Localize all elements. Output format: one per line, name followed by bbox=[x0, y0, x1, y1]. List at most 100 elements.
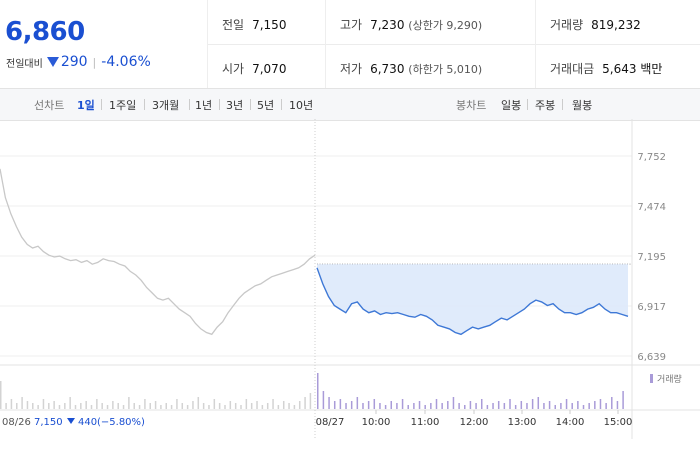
x-tick-label: 15:00 bbox=[604, 417, 633, 428]
tab-daily-candle[interactable]: 일봉 bbox=[501, 99, 522, 112]
tab-5year[interactable]: 5년 bbox=[257, 99, 275, 112]
volume-bar bbox=[5, 403, 7, 409]
volume-bar bbox=[390, 401, 393, 409]
tab-1week[interactable]: 1주일 bbox=[109, 99, 137, 112]
tab-weekly-candle[interactable]: 주봉 bbox=[535, 99, 556, 112]
down-triangle-icon bbox=[46, 57, 59, 67]
volume-bar bbox=[441, 403, 443, 409]
trade-value: 거래대금 5,643 백만 bbox=[550, 60, 662, 77]
info-col-2: 고가 7,230 (상한가 9,290) 저가 6,730 (하한가 5,010) bbox=[325, 0, 536, 88]
volume-bar bbox=[531, 399, 534, 409]
volume-bar bbox=[548, 401, 551, 409]
change-label: 전일대비 bbox=[6, 58, 43, 70]
volume-bar bbox=[165, 403, 168, 409]
footer-prev-date: 08/26 bbox=[2, 417, 31, 428]
volume-bar bbox=[10, 399, 13, 409]
volume-bar bbox=[250, 403, 253, 409]
volume-bar bbox=[133, 403, 135, 409]
volume-bar bbox=[240, 405, 242, 409]
volume-bar bbox=[218, 403, 221, 409]
volume-bar bbox=[526, 403, 528, 409]
volume-bar bbox=[565, 399, 568, 409]
footer-prev-pct: (−5.80%) bbox=[97, 417, 145, 428]
low-label: 저가 bbox=[340, 62, 363, 76]
tab-3month[interactable]: 3개월 bbox=[152, 99, 180, 112]
volume-bar bbox=[407, 405, 409, 409]
info-divider bbox=[207, 44, 700, 45]
x-tick-label: 12:00 bbox=[460, 417, 489, 428]
high-price: 고가 7,230 (상한가 9,290) bbox=[340, 16, 482, 33]
tab-separator bbox=[250, 99, 251, 110]
prev-close-value: 7,150 bbox=[252, 18, 287, 32]
change-value: 290 bbox=[60, 54, 88, 70]
price-fill-area bbox=[317, 264, 628, 335]
tab-separator bbox=[144, 99, 145, 110]
volume-bar bbox=[48, 403, 50, 409]
volume-bar bbox=[475, 403, 477, 409]
tab-1day[interactable]: 1일 bbox=[77, 99, 95, 112]
volume-bar bbox=[106, 405, 109, 409]
tab-1year[interactable]: 1년 bbox=[195, 99, 213, 112]
volume-bar bbox=[90, 405, 93, 409]
tab-separator bbox=[281, 99, 282, 110]
volume-bar bbox=[480, 399, 483, 409]
x-tick-label: 11:00 bbox=[411, 417, 440, 428]
volume-bar bbox=[322, 391, 325, 409]
low-price: 저가 6,730 (하한가 5,010) bbox=[340, 60, 482, 77]
volume-bar bbox=[582, 405, 585, 409]
volume-legend-swatch bbox=[650, 374, 653, 383]
volume-bar bbox=[42, 399, 45, 409]
volume-bar bbox=[112, 401, 114, 409]
volume-bar bbox=[181, 403, 184, 409]
x-axis: 08/27 10:00 11:00 12:00 13:00 14:00 15:00 08/26… bbox=[2, 410, 632, 428]
volume-bar bbox=[128, 397, 130, 409]
volume-bar bbox=[74, 405, 77, 409]
volume: 거래량 819,232 bbox=[550, 16, 641, 33]
change-percent: -4.06% bbox=[101, 54, 151, 70]
volume-bar bbox=[616, 401, 619, 409]
trade-value-label: 거래대금 bbox=[550, 62, 595, 76]
open-value: 7,070 bbox=[252, 62, 287, 76]
volume-bar bbox=[266, 403, 269, 409]
volume-bar bbox=[309, 393, 312, 409]
volume-bar bbox=[53, 401, 55, 409]
x-tick-label: 08/27 bbox=[316, 417, 345, 428]
tab-10year[interactable]: 10년 bbox=[289, 99, 314, 112]
volume-bar bbox=[256, 401, 258, 409]
volume-bar bbox=[272, 399, 274, 409]
volume-bar bbox=[202, 403, 205, 409]
x-tick-label: 14:00 bbox=[556, 417, 585, 428]
volume-bar bbox=[122, 405, 125, 409]
volume-bar bbox=[117, 403, 119, 409]
volume-label: 거래량 bbox=[550, 18, 584, 32]
volume-bar bbox=[379, 403, 381, 409]
change-separator: | bbox=[92, 55, 97, 69]
y-tick-label: 7,195 bbox=[637, 252, 666, 263]
volume-bar bbox=[176, 399, 178, 409]
volume-bar bbox=[594, 401, 596, 409]
tab-monthly-candle[interactable]: 월봉 bbox=[572, 99, 593, 112]
volume-bar bbox=[497, 401, 500, 409]
volume-bar bbox=[560, 403, 562, 409]
volume-bar bbox=[208, 405, 210, 409]
high-label: 고가 bbox=[340, 18, 363, 32]
volume-bar bbox=[509, 399, 511, 409]
volume-bar bbox=[21, 397, 23, 409]
volume-bar bbox=[350, 401, 353, 409]
volume-bar bbox=[413, 403, 415, 409]
volume-bar bbox=[458, 403, 460, 409]
volume-bar bbox=[282, 401, 285, 409]
volume-bar bbox=[277, 405, 280, 409]
intraday-price-chart: 7,752 7,474 7,195 6,917 6,639 거래량 08/27 10:00… bbox=[0, 119, 700, 439]
prev-close: 전일 7,150 bbox=[222, 16, 286, 33]
volume-bar bbox=[192, 401, 194, 409]
volume-bar bbox=[160, 405, 162, 409]
quote-header: 6,860 전일대비 290 | -4.06% 전일 7,150 시가 7,070 … bbox=[0, 0, 700, 88]
volume-bar bbox=[69, 397, 71, 409]
volume-bar bbox=[154, 401, 157, 409]
volume-bar bbox=[430, 403, 432, 409]
volume-bar bbox=[224, 405, 226, 409]
footer-prev-price: 7,150 bbox=[34, 417, 63, 428]
volume-bar bbox=[588, 403, 590, 409]
tab-3year[interactable]: 3년 bbox=[226, 99, 244, 112]
